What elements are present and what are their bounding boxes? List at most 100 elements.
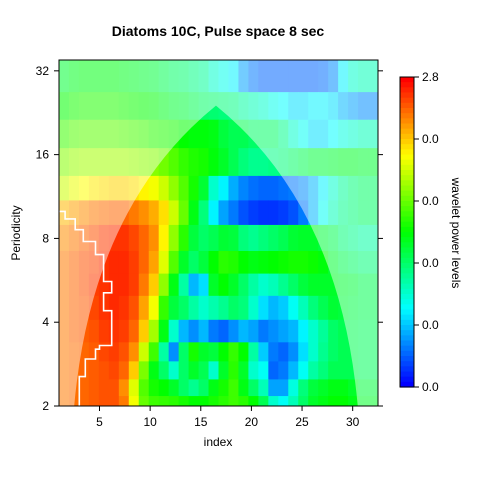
heatmap-cell xyxy=(258,175,269,202)
heatmap-cell xyxy=(148,119,160,149)
heatmap-cell xyxy=(218,224,230,252)
heatmap-cell xyxy=(358,148,369,177)
heatmap-cell xyxy=(148,175,160,202)
heatmap-cell xyxy=(98,148,110,177)
y-axis-title: Periodicity xyxy=(9,205,23,260)
y-tick-label: 8 xyxy=(42,231,49,245)
heatmap-cell xyxy=(178,92,190,121)
heatmap-cell xyxy=(78,92,90,121)
heatmap-cell xyxy=(308,175,319,202)
heatmap-cell xyxy=(268,60,279,93)
heatmap-cell xyxy=(368,250,378,275)
heatmap-cell xyxy=(118,175,130,202)
heatmap-cell xyxy=(208,379,220,397)
heatmap-cell xyxy=(278,295,289,321)
heatmap-cell xyxy=(218,119,230,149)
heatmap-cell xyxy=(78,60,90,93)
heatmap-cell xyxy=(68,379,80,397)
colorbar-swatch xyxy=(400,226,414,233)
heatmap-cell xyxy=(278,60,289,93)
heatmap-cell xyxy=(158,175,170,202)
heatmap-cell xyxy=(128,273,140,297)
heatmap-cell xyxy=(118,396,130,406)
heatmap-cell xyxy=(128,92,140,121)
heatmap-cell xyxy=(88,60,100,93)
colorbar-swatch xyxy=(400,97,414,104)
heatmap-cell xyxy=(238,250,250,275)
heatmap-cell xyxy=(338,224,349,252)
heatmap-cell xyxy=(158,250,170,275)
heatmap-cell xyxy=(268,250,279,275)
heatmap-cell xyxy=(68,60,80,93)
colorbar-swatch xyxy=(400,144,414,150)
heatmap-cell xyxy=(318,175,329,202)
heatmap-cell xyxy=(68,92,80,121)
heatmap-cell xyxy=(268,319,279,343)
colorbar-swatch xyxy=(400,139,414,145)
heatmap-cell xyxy=(128,396,140,406)
heatmap-cell xyxy=(108,175,120,202)
heatmap-cell xyxy=(278,396,289,406)
heatmap-cell xyxy=(68,295,80,321)
heatmap-cell xyxy=(288,361,299,381)
heatmap-cell xyxy=(208,319,220,343)
significance-contour-line xyxy=(59,210,113,406)
y-tick-label: 4 xyxy=(42,315,49,329)
heatmap-cell xyxy=(328,175,339,202)
heatmap-cell xyxy=(198,250,210,275)
heatmap-cell xyxy=(98,342,110,362)
heatmap-cell xyxy=(138,361,150,381)
heatmap-cell xyxy=(208,250,220,275)
heatmap-cell xyxy=(288,396,299,406)
heatmap-cell xyxy=(138,273,150,297)
heatmap-cell xyxy=(268,224,279,252)
heatmap-cell xyxy=(328,379,339,397)
heatmap-cell xyxy=(218,60,230,93)
heatmap-cell xyxy=(278,200,289,226)
heatmap-cell xyxy=(108,92,120,121)
colorbar-swatch xyxy=(400,268,414,274)
heatmap-cell xyxy=(138,295,150,321)
x-tick-label: 10 xyxy=(143,415,157,429)
heatmap-cell xyxy=(278,148,289,177)
heatmap-cell xyxy=(318,361,329,381)
heatmap-cell xyxy=(128,119,140,149)
heatmap-cell xyxy=(348,396,359,406)
heatmap-cell xyxy=(278,92,289,121)
heatmap-cell xyxy=(308,295,319,321)
heatmap-cell xyxy=(208,224,220,252)
heatmap-cell xyxy=(128,361,140,381)
plot-frame xyxy=(58,59,379,407)
heatmap-cell xyxy=(68,273,80,297)
colorbar-title: wavelet power levels xyxy=(449,177,463,289)
heatmap-cell xyxy=(178,319,190,343)
heatmap-cell xyxy=(278,319,289,343)
colorbar-swatch xyxy=(400,247,414,254)
heatmap-cell xyxy=(138,379,150,397)
heatmap-cell xyxy=(228,295,240,321)
heatmap-cell xyxy=(338,396,349,406)
heatmap-cell xyxy=(318,396,329,406)
heatmap-cell xyxy=(98,119,110,149)
heatmap-cell xyxy=(308,148,319,177)
coi-shading xyxy=(59,60,378,406)
heatmap-cell xyxy=(248,175,259,202)
heatmap-cell xyxy=(108,379,120,397)
colorbar-swatch xyxy=(400,133,414,140)
heatmap-cell xyxy=(108,396,120,406)
heatmap-cell xyxy=(158,200,170,226)
heatmap-cell xyxy=(368,60,378,93)
colorbar-tick-label: 0.0 xyxy=(422,194,439,208)
heatmap-cell xyxy=(178,175,190,202)
heatmap-cell xyxy=(188,200,200,226)
heatmap-cell xyxy=(248,200,259,226)
heatmap-cell xyxy=(228,92,240,121)
heatmap-cell xyxy=(168,379,180,397)
heatmap-cell xyxy=(108,361,120,381)
heatmap-cell xyxy=(298,361,309,381)
colorbar-swatch xyxy=(400,92,414,99)
heatmap-cell xyxy=(158,342,170,362)
heatmap-cell xyxy=(98,319,110,343)
heatmap-cell xyxy=(278,175,289,202)
